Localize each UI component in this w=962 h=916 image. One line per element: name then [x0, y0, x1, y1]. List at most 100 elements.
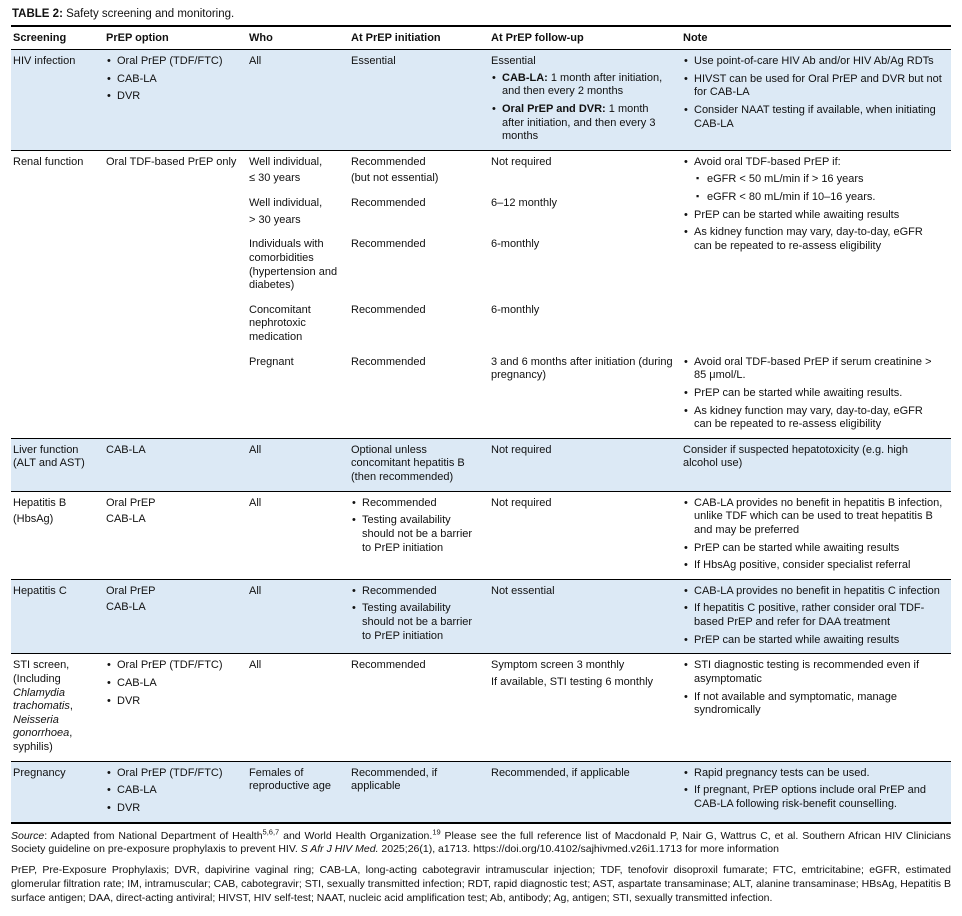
text-segment: CAB-LA [117, 676, 157, 689]
text-segment: Consider NAAT testing if available, when… [694, 103, 936, 130]
text-segment: Recommended [351, 155, 426, 168]
table-row-pregnancy: Pregnancy Oral PrEP (TDF/FTC) CAB-LA DVR Fem… [11, 760, 951, 823]
table-footnotes: Source: Adapted from National Department… [11, 824, 951, 907]
text-line: ≤ 30 years [249, 172, 341, 186]
text-segment: Recommended [351, 238, 426, 251]
table-row-hepatitis-b: Hepatitis B (HbsAg) Oral PrEP CAB-LA All Reco… [11, 490, 951, 580]
bullet-item: CAB-LA provides no benefit in hepatitis … [683, 497, 943, 538]
bullet-item: CAB-LA [106, 784, 239, 798]
text-segment: Pregnant [249, 355, 294, 368]
cell-prep-option: Oral PrEP (TDF/FTC) CAB-LA DVR [104, 760, 247, 823]
text-segment: All [249, 443, 262, 456]
text-line: Oral PrEP [106, 497, 239, 511]
text-segment: 5,6,7 [262, 827, 280, 836]
text-segment: , [69, 700, 73, 713]
text-line: 6–12 monthly [491, 197, 673, 211]
cell-who: All [247, 490, 349, 580]
text-segment: Oral PrEP [106, 496, 156, 509]
text-segment: CAB-LA [117, 72, 157, 85]
text-line: All [249, 55, 341, 69]
table-row-sti-screen: STI screen, (Including Chlamydia trachom… [11, 653, 951, 762]
text-segment: As kidney function may vary, day-to-day,… [694, 404, 923, 431]
text-line: Individuals with comorbidities (hyperten… [249, 238, 341, 293]
text-segment: Recommended, if applicable [351, 766, 438, 793]
bullet-item: As kidney function may vary, day-to-day,… [683, 405, 943, 432]
bullet-item: CAB-LA [106, 677, 239, 691]
cell-initiation: Recommended (but not essential) [349, 149, 489, 192]
text-segment: Hepatitis C [13, 584, 67, 597]
cell-note: Use point-of-care HIV Ab and/or HIV Ab/A… [681, 49, 951, 151]
bullet-item: CAB-LA [106, 73, 239, 87]
text-line: Not required [491, 156, 673, 170]
bullet-item: PrEP can be started while awaiting resul… [683, 387, 943, 401]
text-segment: Chlamydia trachomatis [13, 686, 70, 713]
bullet-item: Oral PrEP (TDF/FTC) [106, 659, 239, 673]
text-segment: 6–12 monthly [491, 197, 558, 209]
bullet-item: Rapid pregnancy tests can be used. [683, 767, 943, 781]
cell-followup: Not essential [489, 578, 681, 654]
cell-note: Consider if suspected hepatotoxicity (e.… [681, 437, 951, 492]
text-line: 6-monthly [491, 238, 673, 252]
bullet-item: Testing availability should not be a bar… [351, 602, 481, 643]
text-segment: If available, STI testing 6 monthly [491, 675, 654, 688]
text-line: Females of reproductive age [249, 767, 341, 794]
cell-who: Well individual, > 30 years [247, 192, 349, 233]
cell-initiation: Essential [349, 49, 489, 151]
cell-initiation: Recommended Testing availability should n… [349, 490, 489, 580]
text-line: Recommended [351, 356, 481, 370]
text-line: Well individual, [249, 156, 341, 170]
text-segment: Source [11, 829, 45, 842]
text-segment: Essential [351, 55, 396, 67]
table-row-hiv-infection: HIV infection Oral PrEP (TDF/FTC) CAB-LA DV… [11, 49, 951, 151]
bullet-item: HIVST can be used for Oral PrEP and DVR … [683, 73, 943, 100]
text-segment: 1 month after initiation, and then every… [502, 71, 663, 98]
cell-who: All [247, 437, 349, 492]
cell-screening: Hepatitis C [11, 578, 104, 654]
cell-who: All [247, 653, 349, 762]
text-segment: Not required [491, 443, 552, 456]
cell-who: Concomitant nephrotoxic medication [247, 299, 349, 351]
bullet-item: If HbsAg positive, consider specialist r… [683, 559, 943, 573]
table-label: TABLE 2: [12, 8, 63, 20]
text-line: Hepatitis C [13, 585, 96, 599]
text-line: HIV infection [13, 55, 96, 69]
text-segment: Oral PrEP (TDF/FTC) [117, 659, 223, 672]
cell-initiation: Recommended Testing availability should n… [349, 578, 489, 654]
cell-followup: 3 and 6 months after initiation (during … [489, 351, 681, 439]
text-line: 6-monthly [491, 304, 673, 318]
text-segment: 1 month after initiation, and then every… [502, 102, 656, 143]
cell-initiation: Recommended, if applicable [349, 760, 489, 823]
text-line: Essential [491, 55, 673, 69]
bullet-item: Oral PrEP (TDF/FTC) [106, 55, 239, 69]
cell-note: CAB-LA provides no benefit in hepatitis … [681, 490, 951, 580]
text-segment: Females of reproductive age [249, 766, 331, 793]
cell-who: Well individual, ≤ 30 years [247, 149, 349, 192]
text-segment: Oral TDF-based PrEP only [106, 155, 237, 168]
cell-who: Females of reproductive age [247, 760, 349, 823]
text-segment: HIVST can be used for Oral PrEP and DVR … [694, 72, 942, 99]
cell-initiation: Recommended [349, 192, 489, 233]
safety-screening-table: Screening PrEP option Who At PrEP initiatio… [11, 25, 951, 824]
bullet-item: Consider NAAT testing if available, when… [683, 104, 943, 131]
text-segment: STI screen, (Including [13, 659, 70, 685]
text-line: All [249, 497, 341, 511]
cell-screening: Liver function (ALT and AST) [11, 437, 104, 492]
cell-followup: 6–12 monthly [489, 192, 681, 233]
text-segment: If pregnant, PrEP options include oral P… [694, 784, 926, 810]
text-segment: PrEP can be started while awaiting resul… [694, 208, 900, 221]
table-row-renal-function: Well individual, > 30 years Recommended 6–1… [11, 192, 951, 233]
text-segment: All [249, 659, 262, 672]
cell-who: Individuals with comorbidities (hyperten… [247, 233, 349, 299]
table-row-renal-function: Individuals with comorbidities (hyperten… [11, 233, 951, 299]
cell-followup: Not required [489, 149, 681, 192]
text-segment: As kidney function may vary, day-to-day,… [694, 226, 923, 252]
text-segment: Not required [491, 155, 552, 168]
text-segment: Recommended [351, 197, 426, 209]
bullet-item: DVR [106, 695, 239, 709]
text-segment: (but not essential) [351, 172, 439, 185]
table-title: TABLE 2: Safety screening and monitoring… [11, 5, 951, 25]
text-segment: Avoid oral TDF-based PrEP if serum creat… [694, 355, 932, 382]
column-header-who: Who [249, 32, 273, 44]
text-line: Oral TDF-based PrEP only [106, 156, 239, 170]
text-segment: CAB-LA [106, 443, 146, 456]
